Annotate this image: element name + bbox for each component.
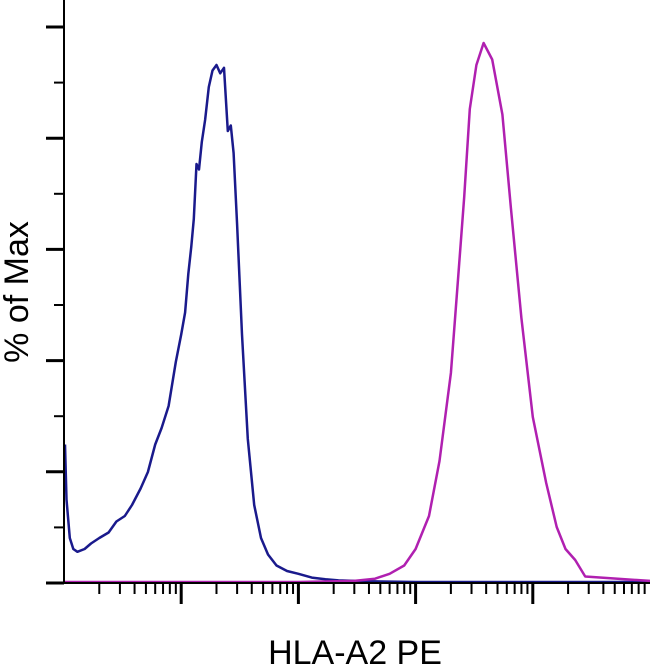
y-axis <box>46 0 65 585</box>
histogram-series-1 <box>63 63 650 584</box>
plot-area <box>63 41 650 584</box>
y-axis-label: % of Max <box>0 221 36 363</box>
x-axis <box>64 582 650 604</box>
x-axis-label: HLA-A2 PE <box>268 634 442 671</box>
histogram-series-2 <box>65 41 650 584</box>
